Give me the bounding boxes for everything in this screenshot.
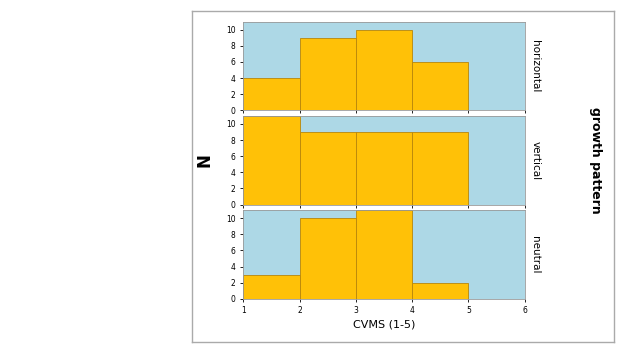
Text: vertical: vertical (531, 141, 540, 180)
Bar (300, 38, 356, 111)
Bar (300, 218, 356, 299)
Text: horizontal: horizontal (531, 40, 540, 92)
Bar (243, 78, 300, 111)
Bar (356, 30, 412, 111)
Bar (243, 116, 300, 204)
Bar (412, 283, 468, 299)
Text: growth pattern: growth pattern (589, 107, 602, 213)
Bar (243, 275, 300, 299)
Bar (356, 210, 412, 299)
Bar (412, 62, 468, 111)
Text: N: N (196, 153, 214, 167)
Bar (356, 132, 412, 204)
Bar (300, 132, 356, 204)
Text: neutral: neutral (531, 236, 540, 273)
Bar (412, 132, 468, 204)
X-axis label: CVMS (1-5): CVMS (1-5) (353, 320, 415, 330)
